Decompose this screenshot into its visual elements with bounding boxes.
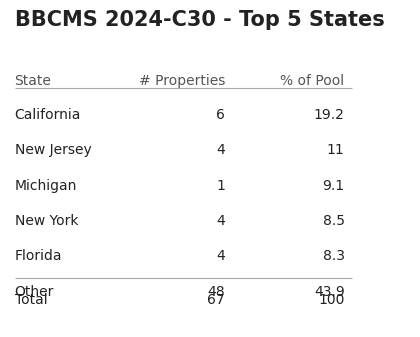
Text: 4: 4 <box>216 143 225 157</box>
Text: California: California <box>15 108 81 122</box>
Text: 8.3: 8.3 <box>323 249 344 264</box>
Text: % of Pool: % of Pool <box>281 74 344 88</box>
Text: 4: 4 <box>216 249 225 264</box>
Text: 67: 67 <box>207 293 225 307</box>
Text: 43.9: 43.9 <box>314 285 344 299</box>
Text: 6: 6 <box>216 108 225 122</box>
Text: Florida: Florida <box>15 249 62 264</box>
Text: 4: 4 <box>216 214 225 228</box>
Text: 48: 48 <box>207 285 225 299</box>
Text: 19.2: 19.2 <box>314 108 344 122</box>
Text: State: State <box>15 74 51 88</box>
Text: New York: New York <box>15 214 78 228</box>
Text: New Jersey: New Jersey <box>15 143 91 157</box>
Text: 8.5: 8.5 <box>323 214 344 228</box>
Text: 9.1: 9.1 <box>323 179 344 193</box>
Text: Other: Other <box>15 285 54 299</box>
Text: 11: 11 <box>327 143 344 157</box>
Text: 1: 1 <box>216 179 225 193</box>
Text: 100: 100 <box>318 293 344 307</box>
Text: Total: Total <box>15 293 47 307</box>
Text: # Properties: # Properties <box>139 74 225 88</box>
Text: BBCMS 2024-C30 - Top 5 States: BBCMS 2024-C30 - Top 5 States <box>15 10 384 30</box>
Text: Michigan: Michigan <box>15 179 77 193</box>
